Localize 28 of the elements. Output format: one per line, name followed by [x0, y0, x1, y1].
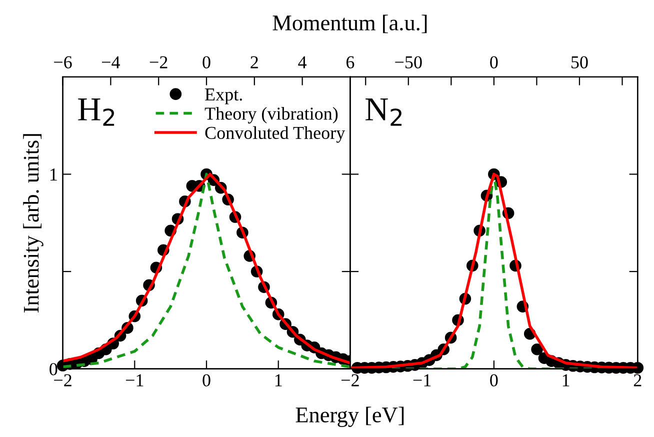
x2-tick-label: 4: [298, 56, 307, 68]
x2-tick-label: −50: [395, 56, 422, 68]
x2-tick-label: 0: [490, 56, 498, 68]
x-tick-label: 1: [275, 374, 282, 386]
x2-tick-label: −2: [150, 56, 168, 68]
y-axis-title: Intensity [arb. units]: [23, 134, 44, 312]
x2-tick-label: −6: [54, 56, 72, 68]
annotation: N$_{2}$: [366, 98, 402, 126]
x-tick-label: −2: [342, 374, 359, 386]
x-tick-label: 2: [634, 374, 642, 386]
legend-label: Convoluted Theory: [205, 126, 346, 143]
x-tick-label: −1: [126, 374, 144, 386]
x2-tick-label: 6: [346, 56, 354, 68]
x-tick-label: 1: [562, 374, 570, 386]
x2-axis-title: Momentum [a.u.]: [272, 14, 427, 34]
x-tick-label: −2: [54, 374, 72, 386]
x-tick-label: 0: [202, 374, 210, 386]
x2-tick-label: −4: [102, 56, 120, 68]
x2-tick-label: 50: [572, 56, 588, 68]
x2-tick-label: 2: [250, 56, 258, 68]
point: [531, 343, 543, 356]
annotation: H$_{2}$: [78, 98, 114, 126]
legend-label: Theory (vibration): [204, 107, 338, 124]
x-tick-label: 0: [490, 374, 498, 386]
x2-tick-label: 0: [202, 56, 210, 68]
x-tick-label: −1: [413, 374, 431, 386]
legend-label: Expt.: [205, 88, 242, 104]
x-axis-title: Energy [eV]: [296, 406, 404, 427]
